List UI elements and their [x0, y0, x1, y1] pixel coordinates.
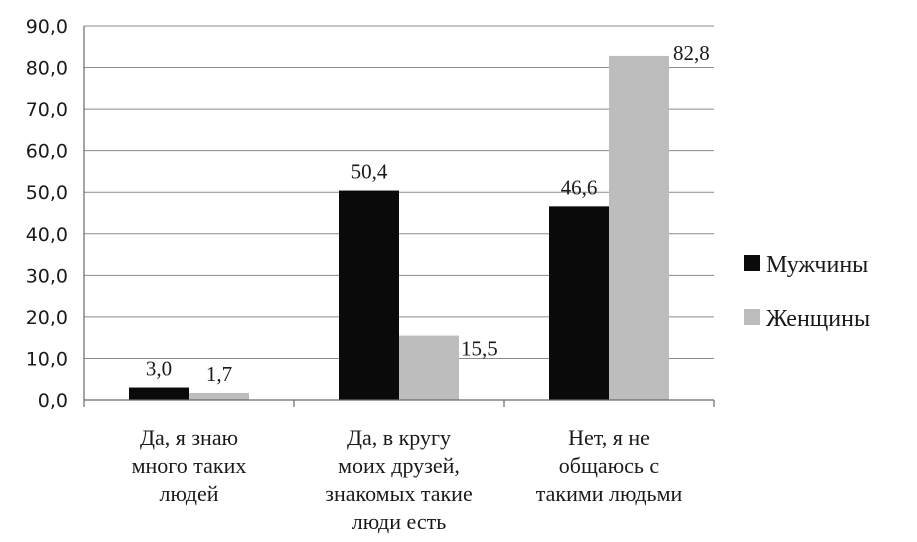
bar-men [549, 206, 609, 400]
y-tick-label: 80,0 [26, 58, 68, 80]
legend: Мужчины Женщины [744, 252, 870, 332]
data-label: 46,6 [561, 175, 598, 199]
bar-men [339, 190, 399, 400]
bar-women [399, 335, 459, 400]
category-label: людей [159, 481, 218, 506]
y-tick-label: 20,0 [26, 307, 68, 329]
category-label: моих друзей, [338, 453, 460, 478]
category-label: Да, я знаю [140, 425, 238, 450]
legend-swatch [744, 255, 760, 271]
legend-label: Женщины [766, 306, 870, 332]
y-tick-label: 90,0 [26, 16, 68, 38]
legend-swatch [744, 309, 760, 325]
category-label: Нет, я не [568, 425, 650, 450]
bar-women [609, 55, 669, 401]
y-tick-label: 60,0 [26, 141, 68, 163]
y-tick-label: 40,0 [26, 224, 68, 246]
category-label: люди есть [352, 509, 447, 534]
data-label: 3,0 [146, 357, 172, 381]
category-labels: Да, я знаю много таких людей Да, в кругу мои… [132, 425, 683, 534]
y-axis-ticks: 0,0 10,0 20,0 30,0 40,0 50,0 60,0 70,0 80,0 90,0 [26, 16, 68, 412]
y-tick-label: 70,0 [26, 99, 68, 121]
category-label: много таких [132, 453, 247, 478]
y-tick-label: 30,0 [26, 265, 68, 287]
bar-men [129, 387, 189, 400]
data-labels: 3,0 1,7 50,4 15,5 46,6 82,8 [146, 41, 710, 386]
y-tick-label: 0,0 [38, 390, 68, 412]
bar-women [189, 392, 249, 400]
category-label: общаюсь с [559, 453, 660, 478]
y-tick-label: 50,0 [26, 182, 68, 204]
bars [129, 55, 669, 401]
category-label: знакомых такие [325, 481, 472, 506]
data-label: 50,4 [351, 160, 388, 184]
data-label: 1,7 [206, 362, 232, 386]
x-axis [83, 26, 715, 407]
legend-label: Мужчины [766, 252, 868, 278]
y-tick-label: 10,0 [26, 348, 68, 370]
category-label: Да, в кругу [347, 425, 451, 450]
data-label: 82,8 [673, 41, 710, 65]
data-label: 15,5 [461, 337, 498, 361]
category-label: такими людьми [536, 481, 683, 506]
